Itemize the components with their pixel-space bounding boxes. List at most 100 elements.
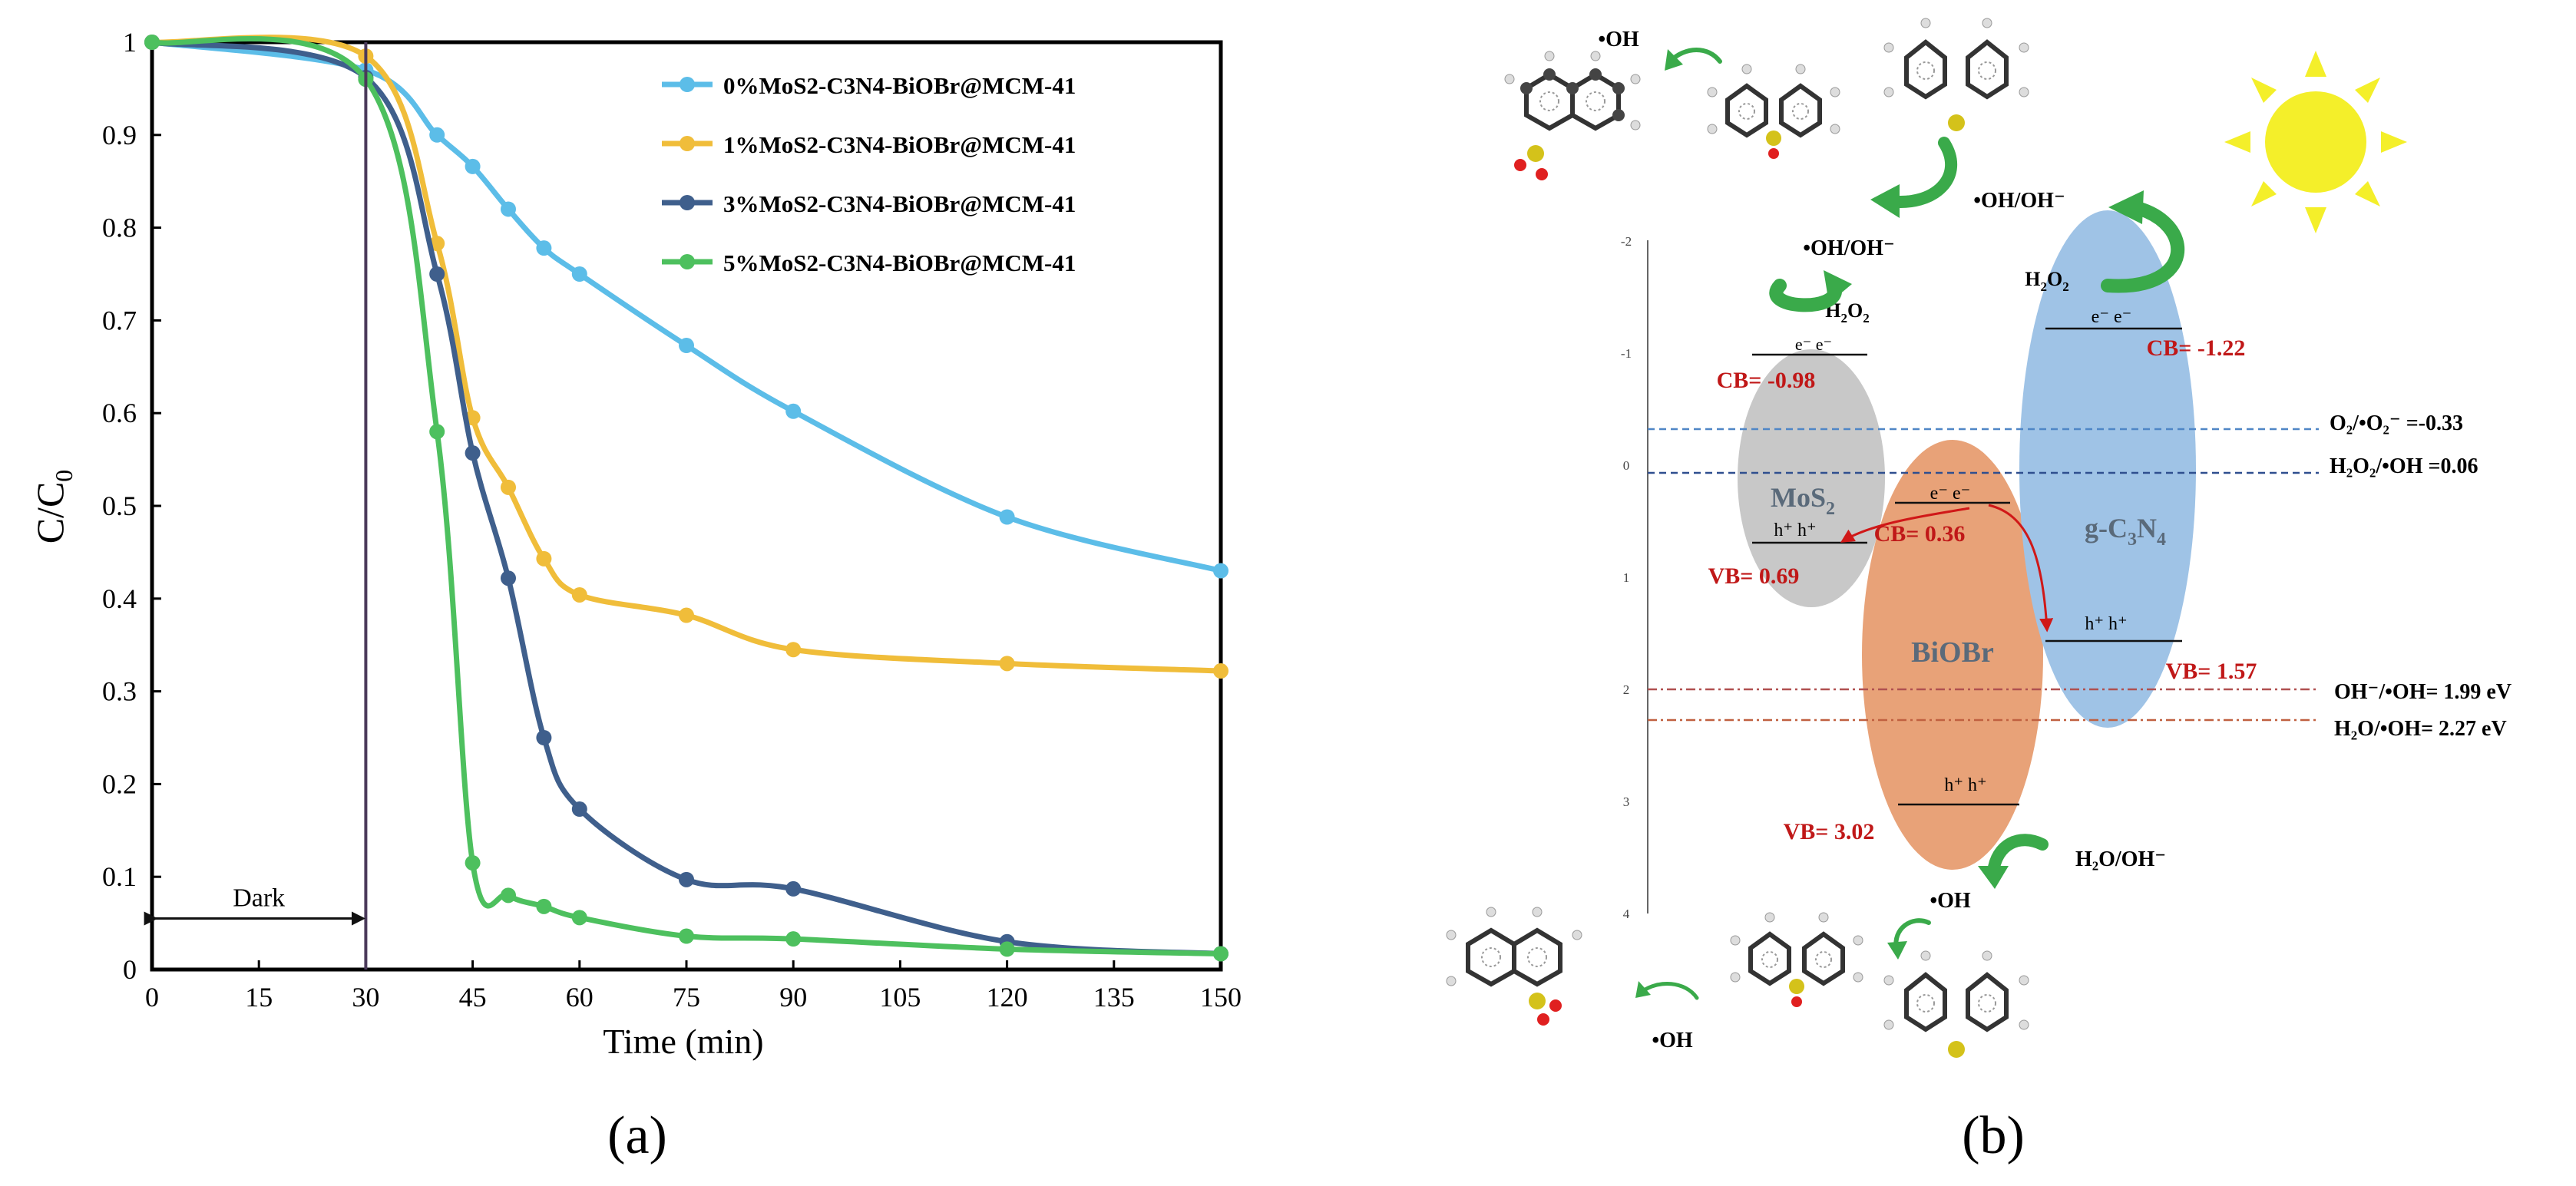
data-point-2	[465, 445, 481, 461]
x-tick-label: 120	[987, 982, 1028, 1013]
gc3n4-h2o2-label: H2O2	[2025, 268, 2068, 294]
y-tick-label: 0.5	[102, 491, 137, 521]
y-axis-label-main: C/C	[28, 482, 71, 544]
diagram-panel-b: -2 -1 0 1 2 3 4 O₂/•O₂⁻ =-0.33 H₂O₂/•OH …	[1446, 18, 2512, 1165]
x-axis-label: Time (min)	[603, 1022, 763, 1061]
data-point-2	[785, 880, 802, 897]
data-point-3	[785, 931, 802, 947]
y-tick-label: 0.8	[102, 213, 137, 243]
mos2-holes: h⁺ h⁺	[1774, 520, 1816, 540]
y-tick-label: 0.7	[102, 305, 137, 335]
mos2-cb-value: CB= -0.98	[1717, 368, 1816, 393]
y-tick-label: 0.6	[102, 398, 137, 428]
data-point-3	[999, 941, 1015, 957]
biobr-label: BiOBr	[1911, 636, 1994, 669]
series-line-3	[151, 35, 1222, 956]
data-point-3	[536, 898, 552, 914]
bottom-radical-label: •OH	[1652, 1029, 1693, 1052]
y-tick-label: 0.1	[102, 861, 137, 892]
molecule-dbt-sulfone-top	[1504, 51, 1641, 180]
x-axis-ticks: 0 15 30 45 60 75 90 105 120 135 150	[145, 960, 1242, 1013]
mos2-vb-value: VB= 0.69	[1708, 563, 1800, 589]
plot-frame	[150, 40, 1223, 972]
y-tick-label: 0.2	[102, 768, 137, 799]
y-axis-ticks: 0 0.1 0.2 0.3 0.4 0.5 0.6 0.7 0.8 0.9 1	[102, 27, 161, 985]
data-point-1	[501, 479, 516, 495]
biobr-holes: h⁺ h⁺	[1944, 775, 1986, 795]
data-point-0	[785, 403, 802, 419]
molecule-dbt-bottom	[1883, 950, 2029, 1058]
green-arrow-bottom-left	[1635, 981, 1699, 1000]
molecule-dbt-top	[1883, 18, 2029, 131]
legend-swatch-marker-0	[680, 77, 695, 92]
x-tick-label: 15	[245, 982, 273, 1013]
potential-label-oh: OH⁻/•OH= 1.99 eV	[2334, 680, 2512, 704]
legend-label-2: 3%MoS2-C3N4-BiOBr@MCM-41	[723, 190, 1076, 217]
energy-tick: -1	[1621, 346, 1632, 361]
x-tick-label: 135	[1093, 982, 1135, 1013]
data-point-1	[429, 236, 445, 252]
legend-swatch-marker-1	[680, 136, 695, 151]
gc3n4-cb-value: CB= -1.22	[2147, 335, 2246, 361]
data-point-1	[571, 586, 587, 603]
legend-label-0: 0%MoS2-C3N4-BiOBr@MCM-41	[723, 72, 1076, 99]
green-cycle-arrow-gc3n4	[2101, 190, 2185, 293]
data-point-1	[536, 550, 552, 567]
green-arrow-bottom-middle	[1887, 918, 1931, 960]
gc3n4-electrons: e⁻ e⁻	[2092, 307, 2132, 327]
data-point-2	[501, 570, 516, 586]
data-point-0	[1213, 563, 1228, 579]
svg-text:C/C0: C/C0	[28, 470, 78, 544]
y-tick-label: 0.9	[102, 120, 137, 150]
biobr-product-label: H₂O/OH⁻	[2075, 847, 2166, 871]
potential-label-o2: O₂/•O₂⁻ =-0.33	[2330, 411, 2463, 435]
potential-label-h2o2: H₂O₂/•OH =0.06	[2330, 454, 2478, 478]
data-point-0	[465, 158, 481, 174]
energy-tick: 4	[1623, 907, 1630, 921]
energy-tick: 0	[1623, 458, 1630, 473]
data-point-0	[429, 127, 445, 143]
molecule-dbt-sulfoxide-bottom	[1730, 912, 1863, 1007]
legend-swatch-marker-3	[680, 254, 695, 269]
data-point-0	[571, 266, 587, 282]
data-point-1	[679, 607, 694, 623]
legend-label-1: 1%MoS2-C3N4-BiOBr@MCM-41	[723, 131, 1076, 158]
y-axis-label-sub: 0	[50, 470, 78, 482]
data-point-0	[999, 509, 1015, 525]
data-point-3	[501, 887, 516, 904]
mos2-radical-label: •OH/OH⁻	[1803, 236, 1894, 260]
y-tick-label: 0.3	[102, 676, 137, 707]
molecule-dbt-sulfone-bottom	[1446, 907, 1582, 1026]
biobr-radical-label: •OH	[1930, 889, 1971, 913]
x-tick-label: 30	[352, 982, 379, 1013]
mos2-electrons: e⁻ e⁻	[1795, 335, 1832, 354]
data-point-1	[785, 642, 802, 658]
series-line-1	[151, 35, 1222, 674]
y-axis-label: C/C0	[28, 470, 78, 544]
y-tick-label: 1	[123, 27, 137, 58]
green-arrow-top-left	[1665, 48, 1722, 71]
panel-label-b: (b)	[1962, 1106, 2025, 1165]
y-tick-label: 0	[123, 954, 137, 985]
energy-tick: 1	[1623, 570, 1630, 585]
data-point-2	[679, 871, 694, 887]
data-point-1	[999, 656, 1015, 672]
chart-legend: 0%MoS2-C3N4-BiOBr@MCM-41 1%MoS2-C3N4-BiOB…	[662, 72, 1076, 276]
gc3n4-band-ellipse	[2019, 210, 2196, 728]
data-point-2	[536, 730, 552, 745]
y-tick-label: 0.4	[102, 583, 137, 614]
series-line-0	[151, 39, 1222, 573]
gc3n4-holes: h⁺ h⁺	[2085, 614, 2127, 634]
legend-label-3: 5%MoS2-C3N4-BiOBr@MCM-41	[723, 249, 1076, 276]
data-point-3	[465, 855, 481, 871]
chart-panel-a: 0 0.1 0.2 0.3 0.4 0.5 0.6 0.7 0.8 0.9 1 0 15 30 45 60 7…	[28, 27, 1242, 1165]
data-point-1	[1213, 663, 1228, 679]
energy-tick: -2	[1621, 234, 1632, 249]
data-point-0	[679, 338, 694, 354]
biobr-vb-value: VB= 3.02	[1784, 819, 1875, 844]
data-point-3	[144, 35, 160, 50]
sun-icon	[2224, 51, 2407, 233]
x-tick-label: 105	[879, 982, 921, 1013]
green-arrow-top-middle	[1870, 137, 1958, 218]
